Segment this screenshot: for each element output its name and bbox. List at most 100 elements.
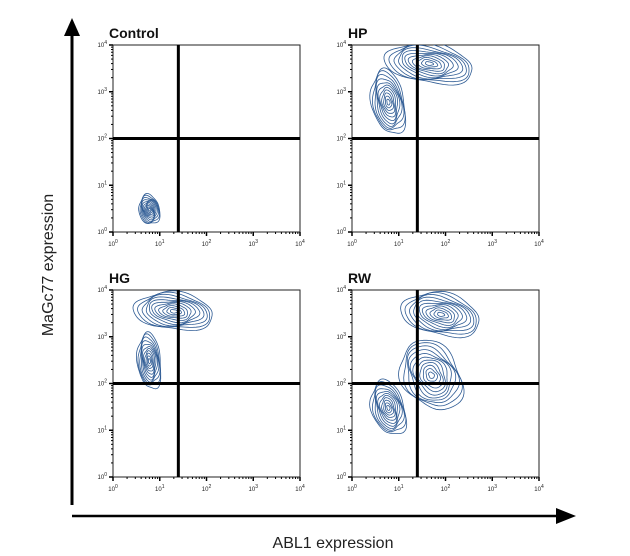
contour-line — [144, 350, 154, 372]
contour-line — [407, 53, 450, 75]
contour-group — [132, 290, 213, 390]
contour-line — [437, 311, 446, 317]
contour-line — [406, 345, 461, 403]
contour-line — [379, 86, 397, 118]
y-tick-label: 104 — [98, 285, 108, 294]
contour-line — [141, 344, 159, 381]
y-tick-label: 103 — [98, 332, 108, 341]
contour-line — [137, 291, 211, 328]
contour-line — [425, 61, 434, 66]
x-tick-label: 101 — [155, 239, 165, 248]
panel-title-control: Control — [109, 25, 159, 41]
x-tick-label: 101 — [155, 484, 165, 493]
contour-line — [425, 368, 438, 382]
x-tick-label: 104 — [295, 484, 305, 493]
contour-line — [403, 342, 463, 407]
contour-line — [418, 302, 463, 329]
panel-hp: HP 100 101 102 103 104 100 101 102 103 104 — [337, 25, 544, 248]
contour-line — [398, 339, 465, 411]
contour-line — [374, 388, 403, 430]
contour-line — [421, 59, 439, 68]
y-tick-label: 101 — [337, 425, 347, 434]
contour-line — [425, 305, 455, 324]
contour-line — [154, 301, 192, 321]
x-axis-arrow — [72, 508, 576, 524]
y-tick-label: 104 — [337, 285, 347, 294]
x-axis-title: ABL1 expression — [273, 535, 394, 552]
contour-line — [149, 299, 201, 325]
contour-line — [412, 55, 445, 72]
x-tick-label: 100 — [108, 484, 118, 493]
contour-line — [388, 45, 470, 83]
y-tick-label: 101 — [98, 425, 108, 434]
y-tick-label: 101 — [98, 180, 108, 189]
x-tick-label: 102 — [202, 484, 212, 493]
y-tick-label: 104 — [98, 40, 108, 49]
contour-line — [404, 53, 454, 77]
y-tick-label: 101 — [337, 180, 347, 189]
contour-line — [141, 293, 208, 328]
x-tick-label: 104 — [534, 484, 544, 493]
contour-line — [381, 89, 396, 114]
contour-line — [386, 98, 391, 106]
contour-line — [404, 292, 477, 335]
contour-line — [376, 82, 401, 125]
y-tick-label: 100 — [98, 227, 108, 236]
contour-line — [374, 73, 405, 129]
contour-line — [142, 346, 157, 378]
contour-line — [148, 208, 151, 212]
x-tick-label: 103 — [249, 484, 259, 493]
x-tick-label: 104 — [295, 239, 305, 248]
y-tick-label: 103 — [98, 87, 108, 96]
x-tick-label: 103 — [249, 239, 259, 248]
panel-control: Control 100 101 102 103 104 100 101 102 103 104 — [98, 25, 305, 248]
x-tick-label: 104 — [534, 239, 544, 248]
contour-line — [148, 358, 151, 365]
contour-line — [135, 331, 162, 390]
x-tick-label: 100 — [347, 484, 357, 493]
panel-rw: RW 100 101 102 103 104 100 101 102 103 104 — [337, 270, 544, 493]
contour-line — [151, 300, 196, 324]
x-tick-label: 103 — [488, 484, 498, 493]
contour-line — [372, 70, 406, 131]
x-tick-label: 102 — [441, 239, 451, 248]
contour-line — [158, 303, 188, 319]
contour-line — [421, 304, 459, 326]
y-tick-label: 100 — [337, 472, 347, 481]
y-tick-label: 103 — [337, 332, 347, 341]
contour-group — [369, 290, 480, 434]
contour-group — [369, 45, 473, 134]
contour-line — [145, 352, 154, 369]
y-axis-arrow — [64, 18, 80, 505]
contour-line — [379, 395, 397, 421]
contour-line — [383, 92, 394, 112]
contour-line — [413, 296, 472, 332]
contour-line — [409, 293, 475, 332]
contour-line — [428, 371, 435, 379]
y-tick-label: 100 — [337, 227, 347, 236]
panel-hg: HG 100 101 102 103 104 100 101 102 103 104 — [98, 270, 305, 493]
contour-line — [141, 340, 160, 383]
panel-title-rw: RW — [348, 270, 372, 286]
y-tick-label: 104 — [337, 40, 347, 49]
x-tick-label: 100 — [347, 239, 357, 248]
contour-line — [393, 45, 467, 80]
y-tick-label: 100 — [98, 472, 108, 481]
x-tick-label: 100 — [108, 239, 118, 248]
contour-line — [375, 78, 403, 127]
x-tick-label: 101 — [394, 239, 404, 248]
contour-line — [407, 349, 457, 401]
contour-line — [140, 196, 160, 224]
contour-line — [400, 290, 480, 339]
contour-line — [386, 405, 391, 411]
contour-line — [385, 402, 393, 414]
contour-line — [375, 391, 401, 427]
contour-line — [401, 50, 459, 79]
contour-line — [383, 45, 473, 86]
contour-line — [170, 309, 179, 314]
x-tick-label: 103 — [488, 239, 498, 248]
x-tick-label: 102 — [202, 239, 212, 248]
x-tick-label: 102 — [441, 484, 451, 493]
